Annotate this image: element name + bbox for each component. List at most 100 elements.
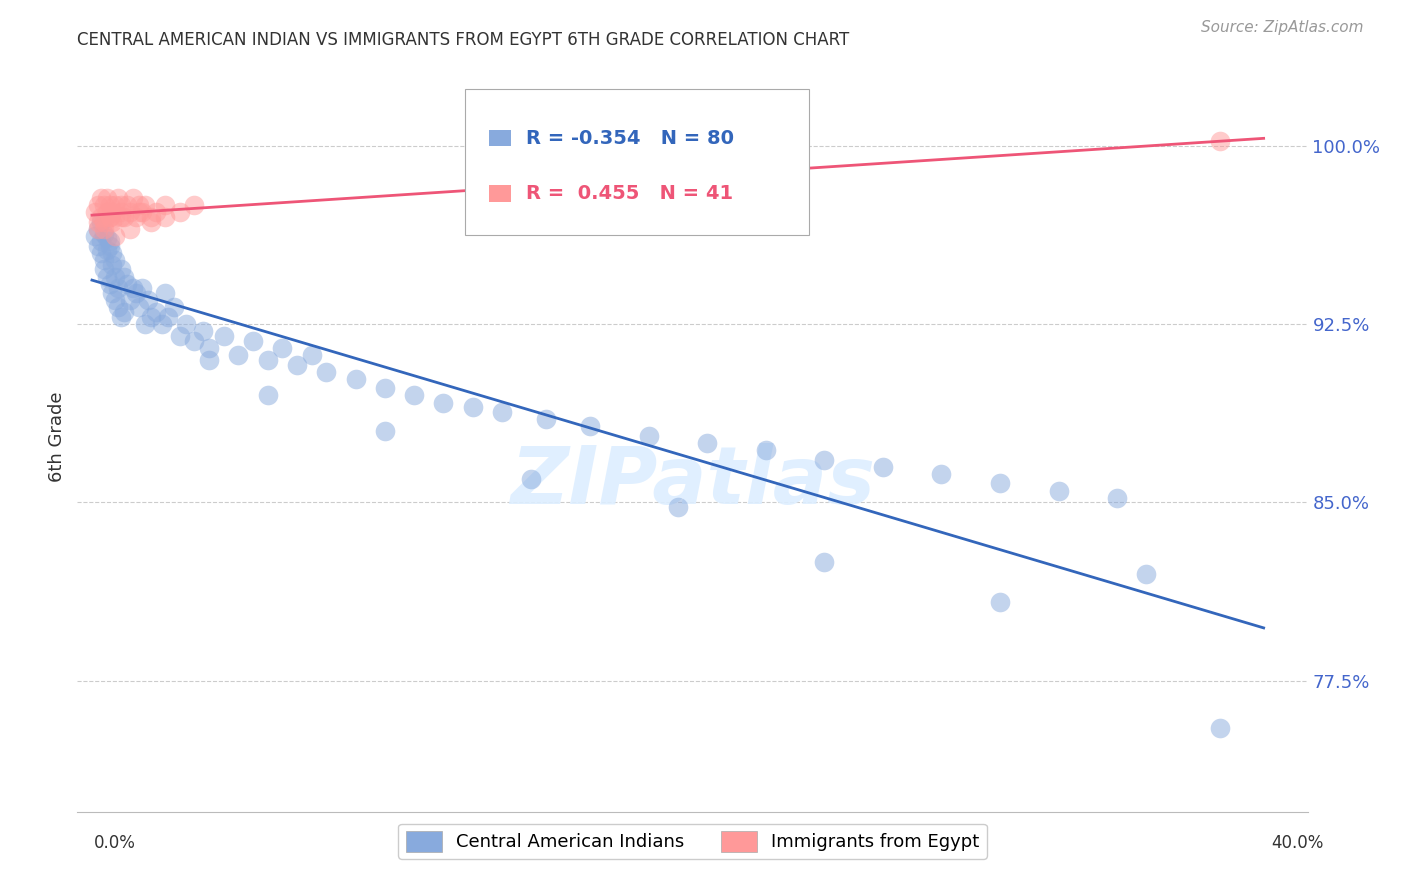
Point <box>1047 483 1070 498</box>
Y-axis label: 6th Grade: 6th Grade <box>48 392 66 483</box>
Point <box>637 429 659 443</box>
Point <box>136 293 159 308</box>
Point <box>93 262 115 277</box>
Point <box>344 372 367 386</box>
Point <box>104 210 127 224</box>
Point <box>98 234 121 248</box>
Point <box>169 205 191 219</box>
Point <box>315 365 337 379</box>
Point <box>813 555 835 569</box>
Point <box>1209 134 1232 148</box>
Point <box>520 472 543 486</box>
Point <box>128 205 150 219</box>
Point <box>107 281 129 295</box>
Point <box>696 436 718 450</box>
Point <box>90 234 112 248</box>
Point <box>163 301 186 315</box>
Point <box>110 205 132 219</box>
Point <box>98 277 121 291</box>
Point <box>1209 722 1232 736</box>
Point <box>104 252 127 267</box>
Point <box>96 205 118 219</box>
Point <box>125 286 148 301</box>
Point <box>87 222 110 236</box>
Point <box>101 215 124 229</box>
Point <box>755 443 778 458</box>
Point <box>90 191 112 205</box>
Point <box>120 205 141 219</box>
Point <box>404 388 426 402</box>
Point <box>193 324 215 338</box>
Point <box>96 191 118 205</box>
Point <box>98 198 121 212</box>
Point <box>84 229 107 244</box>
FancyBboxPatch shape <box>465 88 810 235</box>
Point <box>271 341 294 355</box>
Point <box>115 198 138 212</box>
Point <box>139 310 162 324</box>
Point <box>98 210 121 224</box>
Point <box>122 281 145 295</box>
Point <box>174 317 197 331</box>
Text: CENTRAL AMERICAN INDIAN VS IMMIGRANTS FROM EGYPT 6TH GRADE CORRELATION CHART: CENTRAL AMERICAN INDIAN VS IMMIGRANTS FR… <box>77 31 849 49</box>
Point <box>122 191 145 205</box>
Point <box>139 210 162 224</box>
Text: Source: ZipAtlas.com: Source: ZipAtlas.com <box>1201 20 1364 35</box>
Point <box>93 198 115 212</box>
Point <box>120 293 141 308</box>
Point <box>90 215 112 229</box>
Point <box>256 388 278 402</box>
FancyBboxPatch shape <box>489 186 512 202</box>
Point <box>98 210 121 224</box>
Point <box>93 215 115 229</box>
Text: ZIPatlas: ZIPatlas <box>510 443 875 521</box>
Point <box>125 210 148 224</box>
Point <box>87 238 110 252</box>
Text: 0.0%: 0.0% <box>94 834 136 852</box>
Point <box>666 500 689 515</box>
Point <box>198 352 221 367</box>
Point <box>157 310 180 324</box>
Point <box>139 215 162 229</box>
Point <box>183 334 205 348</box>
Point <box>169 329 191 343</box>
Point <box>98 238 121 252</box>
Point <box>150 317 173 331</box>
Point <box>101 286 124 301</box>
Point <box>491 405 513 419</box>
Point <box>128 301 150 315</box>
Point <box>87 215 110 229</box>
Text: 40.0%: 40.0% <box>1271 834 1324 852</box>
Point <box>112 210 135 224</box>
Point <box>145 205 167 219</box>
Text: R =  0.455   N = 41: R = 0.455 N = 41 <box>526 184 733 203</box>
Point <box>90 210 112 224</box>
Point <box>931 467 953 481</box>
Point <box>183 198 205 212</box>
Point <box>104 198 127 212</box>
Point <box>101 258 124 272</box>
Point <box>131 205 153 219</box>
Point <box>534 412 557 426</box>
Point <box>90 245 112 260</box>
Point <box>198 341 221 355</box>
Point <box>813 452 835 467</box>
Point <box>96 231 118 245</box>
Point <box>87 198 110 212</box>
Point <box>110 198 132 212</box>
Point <box>212 329 235 343</box>
Point <box>104 293 127 308</box>
Point <box>112 269 135 284</box>
FancyBboxPatch shape <box>489 130 512 146</box>
Point <box>96 244 118 258</box>
Point <box>1135 566 1157 581</box>
Point <box>432 395 454 409</box>
Point <box>115 277 138 291</box>
Point <box>461 401 484 415</box>
Point <box>153 210 177 224</box>
Point <box>285 358 308 372</box>
Point <box>301 348 323 362</box>
Point <box>228 348 250 362</box>
Point <box>107 191 129 205</box>
Point <box>153 286 177 301</box>
